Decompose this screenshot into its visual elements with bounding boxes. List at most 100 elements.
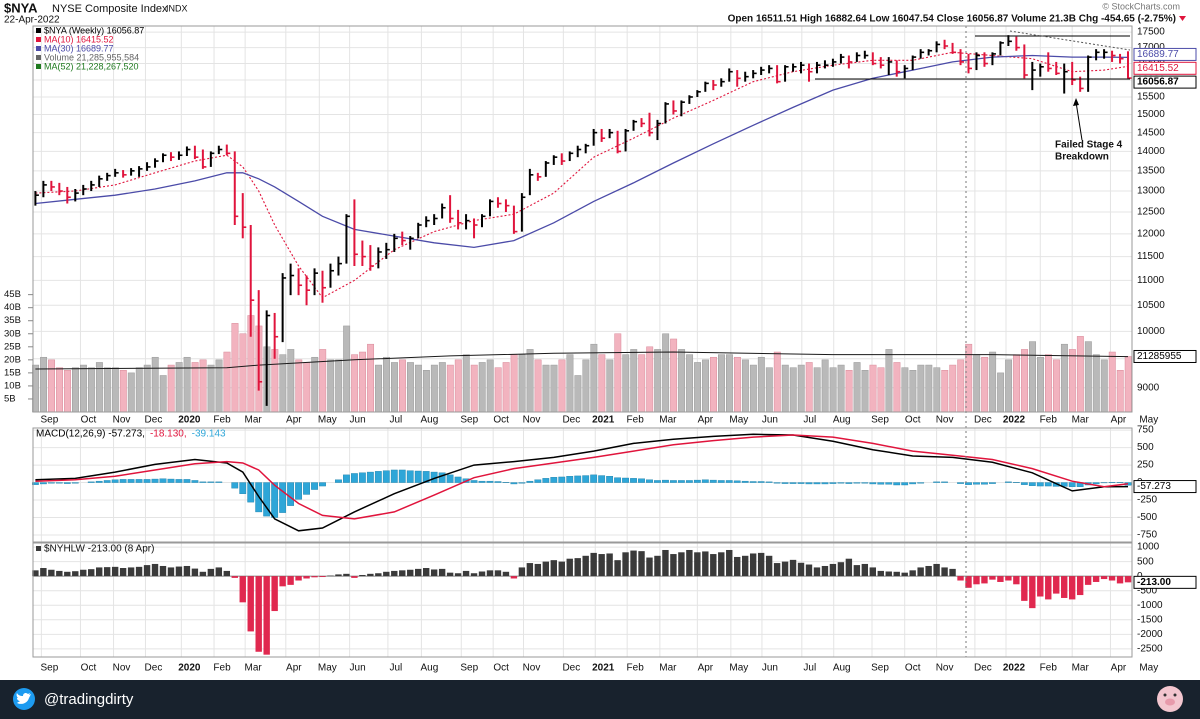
x-tick-label: Feb xyxy=(1040,663,1058,674)
annotation-text: Failed Stage 4 xyxy=(1055,140,1123,151)
volume-tick-label: 25B xyxy=(4,341,21,352)
last-value-label: 16415.52 xyxy=(1137,63,1179,74)
y-tick-label: -2000 xyxy=(1137,629,1163,640)
last-value-box xyxy=(1133,575,1197,589)
macd-histogram-bar xyxy=(662,479,669,483)
macd-histogram-bar xyxy=(127,479,135,483)
macd-histogram-bar xyxy=(566,476,574,483)
symbol: $NYA xyxy=(4,0,38,15)
macd-histogram-bar xyxy=(31,482,39,485)
last-value-box xyxy=(1133,75,1197,89)
bar xyxy=(973,576,980,585)
macd-histogram-bar xyxy=(733,480,741,483)
x-tick-label: Sep xyxy=(871,663,889,674)
volume-bar xyxy=(757,356,765,413)
macd-histogram-bar xyxy=(853,482,861,484)
macd-histogram-bar xyxy=(167,478,175,483)
volume-bar xyxy=(566,354,574,413)
bar xyxy=(72,571,79,577)
volume-bar xyxy=(494,367,502,413)
bar xyxy=(566,558,573,577)
date: 22-Apr-2022 xyxy=(4,15,60,26)
x-tick-label: Aug xyxy=(833,415,851,426)
macd-histogram-bar xyxy=(885,482,893,485)
macd-histogram-bar xyxy=(1036,482,1044,487)
bar xyxy=(438,568,446,577)
x-tick-label: May xyxy=(1139,663,1158,674)
change-arrow xyxy=(1179,16,1186,21)
macd-histogram-bar xyxy=(598,475,606,483)
volume-bar xyxy=(901,367,909,413)
twitter-bird xyxy=(16,692,31,704)
macd-histogram-bar xyxy=(191,480,199,483)
bar xyxy=(941,567,948,577)
volume-bar xyxy=(781,364,789,413)
macd-histogram-bar xyxy=(813,482,821,485)
x-tick-label: Nov xyxy=(523,663,541,674)
volume-bar xyxy=(127,372,135,413)
volume-bar xyxy=(191,362,199,413)
volume-bar xyxy=(359,351,367,413)
macd-histogram-bar xyxy=(805,482,813,485)
volume-bar xyxy=(741,359,749,413)
volume-bar xyxy=(909,370,917,413)
bar xyxy=(678,552,685,577)
bar xyxy=(391,570,398,577)
legend-swatch xyxy=(36,28,41,33)
macd-histogram-bar xyxy=(1060,482,1068,487)
bar xyxy=(303,576,310,579)
macd-histogram-bar xyxy=(1068,482,1076,487)
macd-histogram-bar xyxy=(837,482,845,484)
volume-bar xyxy=(399,359,406,413)
last-value-label: 16689.77 xyxy=(1137,49,1179,60)
y-tick-label: 12000 xyxy=(1137,228,1165,239)
bar xyxy=(510,576,518,579)
macd-histogram-bar xyxy=(869,482,877,485)
volume-bar xyxy=(590,343,598,413)
volume-tick-label: 20B xyxy=(4,354,21,365)
bar xyxy=(119,568,127,577)
macd-histogram-bar xyxy=(247,482,255,503)
y-tick-label: 10000 xyxy=(1137,326,1165,337)
macd-histogram-bar xyxy=(606,476,614,483)
volume-bar xyxy=(821,359,829,413)
macd-histogram-bar xyxy=(685,480,693,483)
volume-bar xyxy=(686,354,694,413)
legend-label: MA(10) 16415.52 xyxy=(44,34,114,44)
volume-bar xyxy=(694,362,701,413)
macd-histogram-bar xyxy=(175,479,183,483)
macd-histogram-bar xyxy=(151,478,159,483)
macd-histogram-bar xyxy=(725,480,733,483)
macd-histogram-bar xyxy=(63,482,71,484)
macd-histogram-bar xyxy=(366,471,374,483)
bar xyxy=(383,571,390,577)
bar xyxy=(95,567,103,577)
bar xyxy=(765,555,773,577)
macd-histogram-bar xyxy=(909,482,917,485)
x-tick-label: May xyxy=(318,415,337,426)
y-tick-label: 13500 xyxy=(1137,165,1165,176)
macd-histogram-bar xyxy=(446,474,454,483)
macd-histogram-bar xyxy=(295,482,302,500)
volume-bar xyxy=(654,349,662,413)
volume-bar xyxy=(670,338,678,413)
footer xyxy=(0,680,1200,719)
macd-histogram-bar xyxy=(1044,482,1052,487)
macd-histogram-bar xyxy=(542,478,550,483)
bar xyxy=(741,555,749,577)
bar xyxy=(64,571,71,577)
x-tick-label: Jul xyxy=(390,415,403,426)
bar xyxy=(550,560,557,577)
macd-histogram-bar xyxy=(877,482,885,485)
legend-label: -18.130, xyxy=(150,429,187,440)
bar xyxy=(454,573,462,577)
volume-bar xyxy=(981,356,989,413)
bar xyxy=(231,576,238,578)
bar xyxy=(223,570,231,577)
macd-histogram-bar xyxy=(1020,482,1028,485)
bar xyxy=(1005,576,1012,581)
x-tick-label: Dec xyxy=(974,415,992,426)
volume-bar xyxy=(534,359,542,413)
volume-bar xyxy=(805,362,813,413)
